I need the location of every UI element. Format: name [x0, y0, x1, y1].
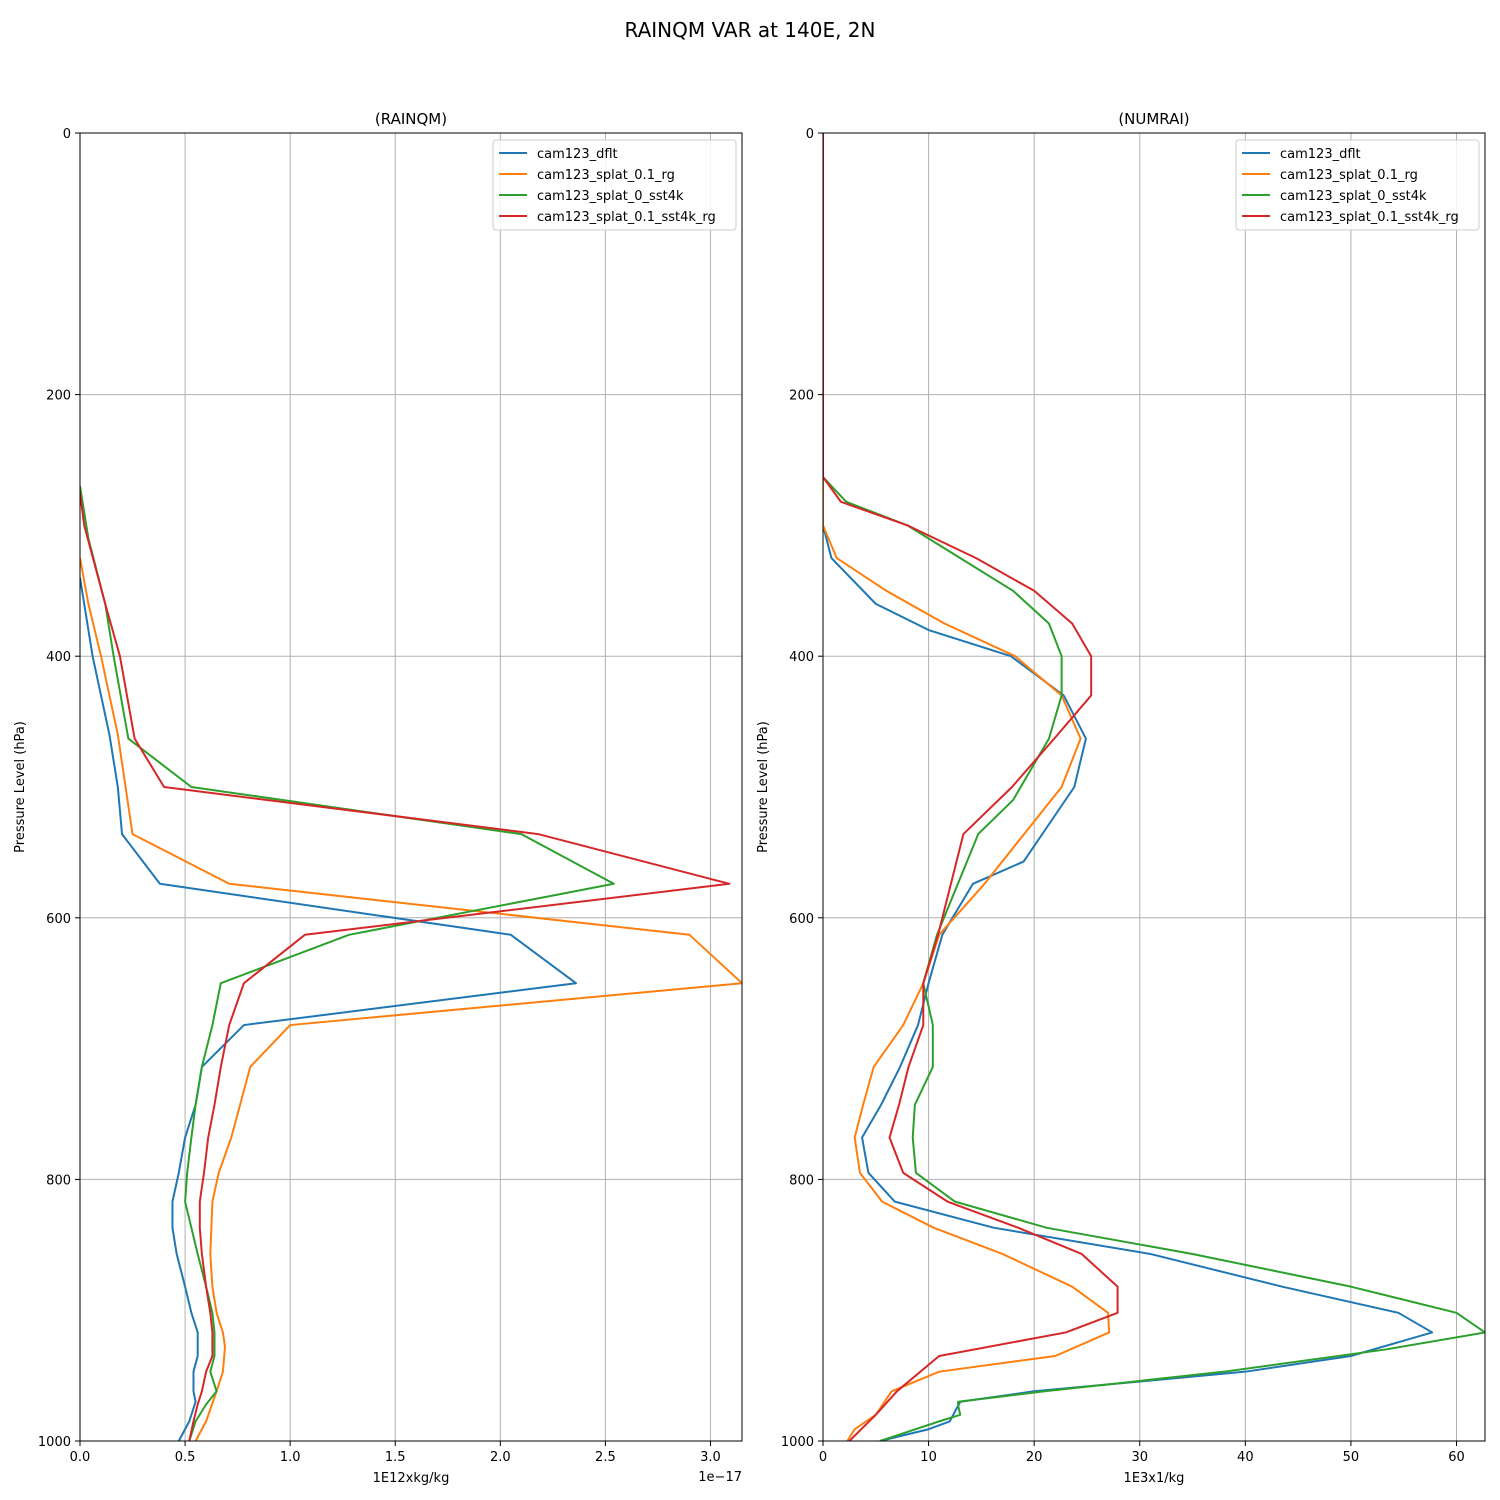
legend-label-cam123_splat_0_sst4k: cam123_splat_0_sst4k — [537, 189, 684, 204]
x-tick-label-6: 3.0 — [700, 1450, 721, 1465]
x-tick-label-2: 20 — [1026, 1450, 1043, 1465]
axes-frame — [822, 132, 1486, 1442]
x-tick-label-6: 60 — [1448, 1450, 1465, 1465]
series-line-cam123_splat_0.1_rg — [80, 557, 742, 1441]
figure-title: RAINQM VAR at 140E, 2N — [625, 18, 876, 42]
x-tick-label-0: 0.0 — [70, 1450, 91, 1465]
legend-label-cam123_dflt: cam123_dflt — [1280, 147, 1361, 162]
legend-label-cam123_dflt: cam123_dflt — [537, 147, 618, 162]
y-tick-label-2: 400 — [46, 650, 71, 665]
legend-box — [1235, 139, 1480, 231]
y-axis-label: Pressure Level (hPa) — [13, 721, 28, 853]
axes-title: (RAINQM) — [375, 110, 447, 128]
axes-frame — [79, 132, 743, 1442]
x-tick-label-1: 0.5 — [175, 1450, 196, 1465]
x-offset-label: 1e−17 — [698, 1470, 742, 1485]
legend-label-cam123_splat_0.1_rg: cam123_splat_0.1_rg — [1280, 168, 1418, 183]
x-tick-label-5: 2.5 — [595, 1450, 616, 1465]
y-tick-label-3: 600 — [46, 912, 71, 927]
series-line-cam123_splat_0_sst4k — [823, 133, 1485, 1441]
y-tick-label-1: 200 — [46, 389, 71, 404]
x-axis-label: 1E12xkg/kg — [373, 1471, 450, 1486]
y-tick-label-4: 800 — [46, 1173, 71, 1188]
y-tick-label-1: 200 — [789, 389, 814, 404]
y-axis-label: Pressure Level (hPa) — [756, 721, 771, 853]
panel-numrai: 0 10 20 30 40 50 6002004006008001000(NUMRAI)1E… — [756, 110, 1486, 1486]
x-tick-label-3: 1.5 — [385, 1450, 406, 1465]
x-axis-label: 1E3x1/kg — [1124, 1471, 1185, 1486]
y-tick-label-2: 400 — [789, 650, 814, 665]
panel-rainqm: 0.0 0.5 1.0 1.5 2.0 2.5 3.0 0 200 400 600 800 1000 (R… — [13, 110, 743, 1486]
y-tick-label-5: 1000 — [781, 1435, 814, 1450]
y-tick-label-0: 0 — [63, 127, 71, 142]
legend-box — [492, 139, 737, 231]
y-tick-label-5: 1000 — [38, 1435, 71, 1450]
x-tick-label-1: 10 — [920, 1450, 937, 1465]
x-tick-label-0: 0 — [819, 1450, 827, 1465]
series-line-cam123_dflt — [80, 577, 577, 1441]
series-line-cam123_splat_0.1_sst4k_rg — [823, 133, 1119, 1441]
series-line-cam123_splat_0.1_rg — [823, 133, 1111, 1441]
legend: cam123_dflt cam123_splat_0.1_rg cam123_spl… — [492, 139, 737, 231]
series-line-cam123_splat_0_sst4k — [80, 486, 615, 1441]
x-tick-label-4: 40 — [1237, 1450, 1254, 1465]
y-tick-label-3: 600 — [789, 912, 814, 927]
x-tick-label-4: 2.0 — [490, 1450, 511, 1465]
legend: cam123_dflt cam123_splat_0.1_rg cam123_spl… — [1235, 139, 1480, 231]
legend-label-cam123_splat_0.1_sst4k_rg: cam123_splat_0.1_sst4k_rg — [537, 210, 716, 225]
x-tick-label-5: 50 — [1343, 1450, 1360, 1465]
legend-label-cam123_splat_0.1_rg: cam123_splat_0.1_rg — [537, 168, 675, 183]
x-tick-label-2: 1.0 — [280, 1450, 301, 1465]
series-line-cam123_dflt — [823, 133, 1434, 1441]
series-line-cam123_splat_0.1_sst4k_rg — [80, 492, 731, 1441]
x-tick-label-3: 30 — [1131, 1450, 1148, 1465]
y-tick-label-4: 800 — [789, 1173, 814, 1188]
axes-title: (NUMRAI) — [1118, 110, 1189, 128]
legend-label-cam123_splat_0_sst4k: cam123_splat_0_sst4k — [1280, 189, 1427, 204]
legend-label-cam123_splat_0.1_sst4k_rg: cam123_splat_0.1_sst4k_rg — [1280, 210, 1459, 225]
y-tick-label-0: 0 — [806, 127, 814, 142]
